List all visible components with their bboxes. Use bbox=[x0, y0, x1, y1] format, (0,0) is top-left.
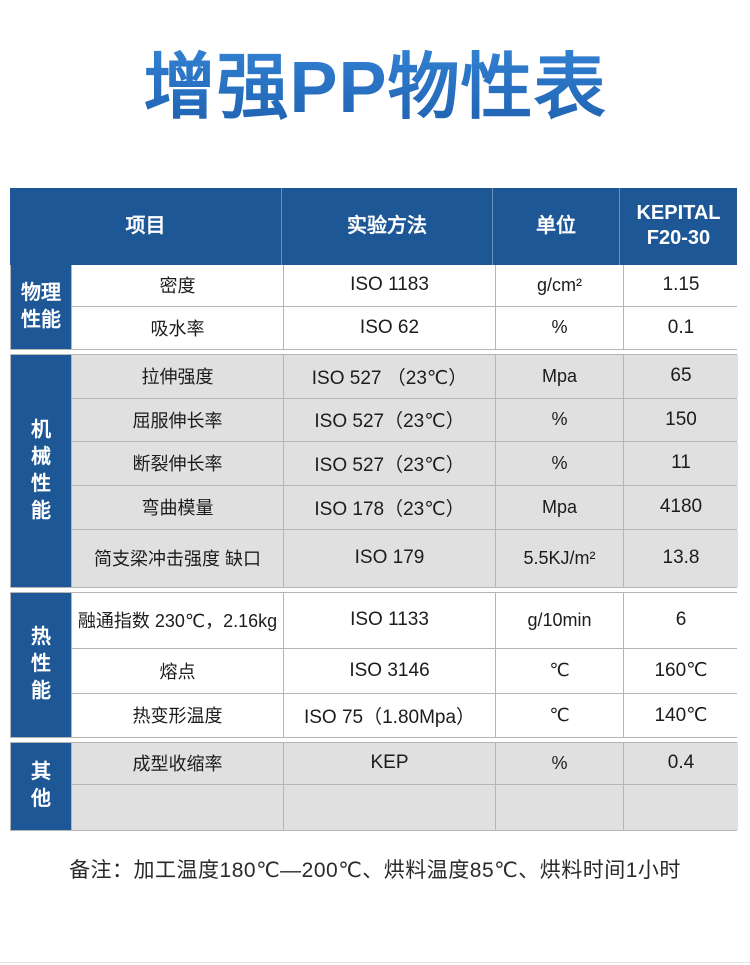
bottom-divider bbox=[0, 962, 750, 963]
cell-unit: ℃ bbox=[496, 693, 623, 737]
table-body: 物理性能 密度 ISO 1183 g/cm² 1.15 吸水率 ISO 62% 0.1 机械性能… bbox=[10, 264, 738, 831]
cell-value: 13.8 bbox=[624, 529, 738, 587]
section-1: 机械性能 拉伸强度 ISO 527 （23℃） Mpa 65 屈服伸长率 ISO 527（2… bbox=[10, 353, 738, 588]
category-label: 其他 bbox=[11, 742, 71, 830]
cell-value: 160℃ bbox=[624, 648, 738, 693]
footer-note: 备注：加工温度180℃—200℃、烘料温度85℃、烘料时间1小时 bbox=[69, 858, 681, 882]
cell-item: 拉伸强度 bbox=[72, 354, 283, 398]
category-text: 物理性能 bbox=[21, 281, 61, 331]
cell-value: 140℃ bbox=[624, 693, 738, 737]
cell-method: ISO 527 （23℃） bbox=[284, 354, 495, 398]
category-label: 热性能 bbox=[11, 592, 71, 737]
cell-item: 成型收缩率 bbox=[72, 742, 283, 784]
properties-table: 项目 实验方法 单位 KEPITAL F20-30 物理性能 密度 ISO 1183 g… bbox=[10, 187, 738, 831]
cell-value: 0.4 bbox=[624, 742, 738, 784]
cell-item: 热变形温度 bbox=[72, 693, 283, 737]
category-label: 物理性能 bbox=[11, 264, 71, 349]
cell-unit bbox=[496, 784, 623, 830]
cell-method: ISO 179 bbox=[284, 529, 495, 587]
cell-value: 150 bbox=[624, 398, 738, 441]
cell-method: ISO 62 bbox=[284, 306, 495, 349]
cell-method: ISO 75（1.80Mpa） bbox=[284, 693, 495, 737]
cell-item: 屈服伸长率 bbox=[72, 398, 283, 441]
cell-method: ISO 527（23℃） bbox=[284, 398, 495, 441]
cell-method: ISO 3146 bbox=[284, 648, 495, 693]
cell-method: ISO 527（23℃） bbox=[284, 441, 495, 485]
cell-unit: Mpa bbox=[496, 485, 623, 529]
cell-unit: ℃ bbox=[496, 648, 623, 693]
category-text: 机械性能 bbox=[31, 418, 51, 522]
cell-value: 4180 bbox=[624, 485, 738, 529]
cell-item: 断裂伸长率 bbox=[72, 441, 283, 485]
category-text: 热性能 bbox=[31, 626, 51, 703]
cell-value: 1.15 bbox=[624, 264, 738, 306]
section-2: 热性能 融通指数 230℃，2.16kg ISO 1133 g/10min 6 熔点 ISO… bbox=[10, 591, 738, 738]
cell-method: KEP bbox=[284, 742, 495, 784]
cell-value: 11 bbox=[624, 441, 738, 485]
cell-method: ISO 178（23℃） bbox=[284, 485, 495, 529]
cell-item: 简支梁冲击强度 缺口 bbox=[72, 529, 283, 587]
cell-item: 弯曲模量 bbox=[72, 485, 283, 529]
cell-unit: % bbox=[496, 441, 623, 485]
category-text: 其他 bbox=[31, 761, 51, 811]
table-header-row: 项目 实验方法 单位 KEPITAL F20-30 bbox=[10, 187, 737, 265]
cell-item bbox=[72, 784, 283, 830]
header-unit: 单位 bbox=[493, 187, 620, 265]
cell-method: ISO 1183 bbox=[284, 264, 495, 306]
cell-unit: % bbox=[496, 398, 623, 441]
cell-unit: % bbox=[496, 742, 623, 784]
category-label: 机械性能 bbox=[11, 354, 71, 587]
cell-method bbox=[284, 784, 495, 830]
cell-item: 融通指数 230℃，2.16kg bbox=[72, 592, 283, 648]
cell-value: 0.1 bbox=[624, 306, 738, 349]
cell-item: 密度 bbox=[72, 264, 283, 306]
cell-item: 熔点 bbox=[72, 648, 283, 693]
cell-unit: g/10min bbox=[496, 592, 623, 648]
cell-unit: 5.5KJ/m² bbox=[496, 529, 623, 587]
cell-unit: Mpa bbox=[496, 354, 623, 398]
section-0: 物理性能 密度 ISO 1183 g/cm² 1.15 吸水率 ISO 62% 0.1 bbox=[10, 264, 738, 350]
cell-unit: g/cm² bbox=[496, 264, 623, 306]
section-3: 其他 成型收缩率 KEP% 0.4 bbox=[10, 741, 738, 831]
cell-value: 65 bbox=[624, 354, 738, 398]
page-title: 增强PP物性表 bbox=[0, 0, 750, 136]
header-method: 实验方法 bbox=[282, 187, 493, 265]
cell-item: 吸水率 bbox=[72, 306, 283, 349]
cell-value bbox=[624, 784, 738, 830]
header-item: 项目 bbox=[10, 187, 282, 265]
header-product: KEPITAL F20-30 bbox=[636, 202, 721, 250]
cell-value: 6 bbox=[624, 592, 738, 648]
cell-unit: % bbox=[496, 306, 623, 349]
cell-method: ISO 1133 bbox=[284, 592, 495, 648]
